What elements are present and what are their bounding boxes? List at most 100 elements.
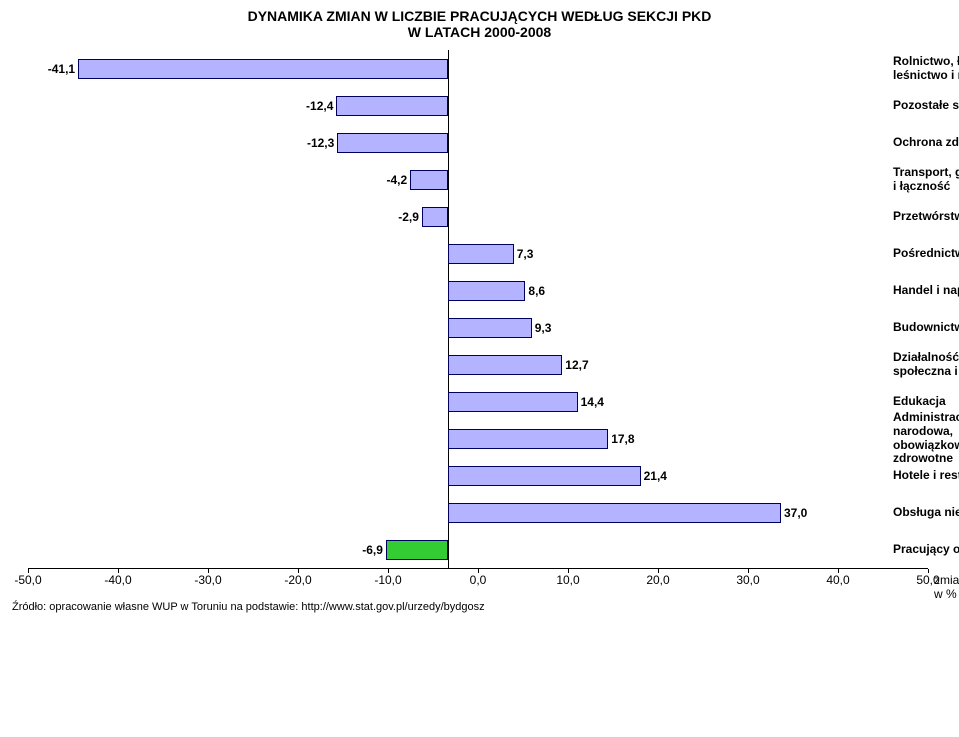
- bar-value-label: 14,4: [581, 395, 604, 409]
- x-tick-label: 20,0: [646, 573, 669, 587]
- bar-left-cell: [28, 346, 448, 383]
- bar-left-cell: [28, 494, 448, 531]
- x-tick-label: 10,0: [556, 573, 579, 587]
- x-tick-label: 40,0: [826, 573, 849, 587]
- table-row: -12,3 Ochrona zdrowia i pomoc społeczna: [28, 124, 931, 161]
- bar-rect: [448, 281, 525, 301]
- bar-left-cell: [28, 383, 448, 420]
- x-tick-mark: [838, 569, 839, 573]
- bar-right-cell: Pracujący ogółem: [448, 531, 928, 568]
- bars-container: -41,1 Rolnictwo, łowiectwo, leśnictwo i r…: [28, 50, 931, 568]
- bar-rect: [448, 466, 641, 486]
- bar-value-label: 9,3: [535, 321, 552, 335]
- bar-value-label: 21,4: [644, 469, 667, 483]
- bar-right-cell: Transport, gospodarka magazynowa i łączn…: [448, 161, 928, 198]
- bar-left-cell: -41,1: [28, 50, 448, 87]
- x-tick-mark: [298, 569, 299, 573]
- bar-rect: [448, 429, 608, 449]
- bar-left-cell: -12,3: [28, 124, 448, 161]
- x-tick-label: -10,0: [374, 573, 401, 587]
- bar-value-label: -12,3: [307, 136, 334, 150]
- table-row: -2,9 Przetwórstwo przemysłowe: [28, 198, 931, 235]
- bar-right-cell: 17,8Administracja publiczna i obrona nar…: [448, 420, 928, 457]
- x-tick-mark: [208, 569, 209, 573]
- table-row: 37,0Obsługa nieruchomości i firm: [28, 494, 931, 531]
- bar-category-label: Obsługa nieruchomości i firm: [893, 506, 959, 520]
- bar-category-label: Ochrona zdrowia i pomoc społeczna: [893, 136, 959, 150]
- table-row: -12,4 Pozostałe sekcje PKD: [28, 87, 931, 124]
- bar-right-cell: 21,4Hotele i restauracje: [448, 457, 928, 494]
- bar-left-cell: -6,9: [28, 531, 448, 568]
- bar-category-label: Hotele i restauracje: [893, 469, 959, 483]
- bar-value-label: 7,3: [517, 247, 534, 261]
- x-tick-mark: [748, 569, 749, 573]
- bar-value-label: -2,9: [398, 210, 419, 224]
- bar-right-cell: Pozostałe sekcje PKD: [448, 87, 928, 124]
- x-tick-mark: [118, 569, 119, 573]
- table-row: 21,4Hotele i restauracje: [28, 457, 931, 494]
- bar-left-cell: -4,2: [28, 161, 448, 198]
- bar-right-cell: Ochrona zdrowia i pomoc społeczna: [448, 124, 928, 161]
- table-row: -6,9 Pracujący ogółem: [28, 531, 931, 568]
- x-tick-label: -40,0: [104, 573, 131, 587]
- bar-category-label: Rolnictwo, łowiectwo, leśnictwo i rybact…: [893, 55, 959, 83]
- table-row: 7,3Pośrednictwo finansowe: [28, 235, 931, 272]
- bar-left-cell: -2,9: [28, 198, 448, 235]
- bar-left-cell: [28, 309, 448, 346]
- bar-value-label: -41,1: [48, 62, 75, 76]
- bar-value-label: -4,2: [387, 173, 408, 187]
- plot-area: -41,1 Rolnictwo, łowiectwo, leśnictwo i r…: [28, 50, 931, 591]
- bar-category-label: Pośrednictwo finansowe: [893, 247, 959, 261]
- x-tick-label: 30,0: [736, 573, 759, 587]
- bar-rect: [386, 540, 448, 560]
- source-note: Źródło: opracowanie własne WUP w Toruniu…: [12, 601, 951, 613]
- bar-right-cell: Rolnictwo, łowiectwo, leśnictwo i rybact…: [448, 50, 928, 87]
- bar-rect: [336, 96, 448, 116]
- bar-category-label: Przetwórstwo przemysłowe: [893, 210, 959, 224]
- x-tick-mark: [28, 569, 29, 573]
- bar-value-label: 8,6: [528, 284, 545, 298]
- x-axis: -50,0-40,0-30,0-20,0-10,00,010,020,030,0…: [28, 568, 928, 591]
- bar-rect: [448, 392, 578, 412]
- bar-value-label: -6,9: [362, 543, 383, 557]
- x-tick-mark: [568, 569, 569, 573]
- x-tick-label: -20,0: [284, 573, 311, 587]
- bar-right-cell: 37,0Obsługa nieruchomości i firm: [448, 494, 928, 531]
- bar-right-cell: 8,6Handel i naprawy: [448, 272, 928, 309]
- table-row: 14,4Edukacja: [28, 383, 931, 420]
- bar-rect: [448, 503, 781, 523]
- x-axis-label: zmiana w %: [934, 573, 959, 601]
- bar-left-cell: [28, 420, 448, 457]
- x-tick-mark: [928, 569, 929, 573]
- x-tick-label: -50,0: [14, 573, 41, 587]
- bar-value-label: 12,7: [565, 358, 588, 372]
- table-row: -4,2 Transport, gospodarka magazynowa i ł…: [28, 161, 931, 198]
- x-tick-mark: [478, 569, 479, 573]
- bar-left-cell: [28, 457, 448, 494]
- bar-right-cell: 12,7Działalność usługowa komunalna, społ…: [448, 346, 928, 383]
- x-tick-label: 0,0: [470, 573, 487, 587]
- bar-rect: [337, 133, 448, 153]
- bar-left-cell: [28, 272, 448, 309]
- bar-right-cell: 7,3Pośrednictwo finansowe: [448, 235, 928, 272]
- bar-left-cell: -12,4: [28, 87, 448, 124]
- bar-rect: [448, 318, 532, 338]
- bar-category-label: Handel i naprawy: [893, 284, 959, 298]
- table-row: 9,3Budownictwo: [28, 309, 931, 346]
- bar-right-cell: 14,4Edukacja: [448, 383, 928, 420]
- table-row: 17,8Administracja publiczna i obrona nar…: [28, 420, 931, 457]
- bar-category-label: Pozostałe sekcje PKD: [893, 99, 959, 113]
- bar-rect: [78, 59, 448, 79]
- bar-rect: [422, 207, 448, 227]
- bar-category-label: Pracujący ogółem: [893, 543, 959, 557]
- bar-rect: [448, 355, 562, 375]
- table-row: 8,6Handel i naprawy: [28, 272, 931, 309]
- x-tick-label: -30,0: [194, 573, 221, 587]
- bar-value-label: -12,4: [306, 99, 333, 113]
- bar-right-cell: Przetwórstwo przemysłowe: [448, 198, 928, 235]
- x-tick-mark: [388, 569, 389, 573]
- bar-category-label: Działalność usługowa komunalna, społeczn…: [893, 351, 959, 379]
- bar-left-cell: [28, 235, 448, 272]
- table-row: -41,1 Rolnictwo, łowiectwo, leśnictwo i r…: [28, 50, 931, 87]
- bar-value-label: 37,0: [784, 506, 807, 520]
